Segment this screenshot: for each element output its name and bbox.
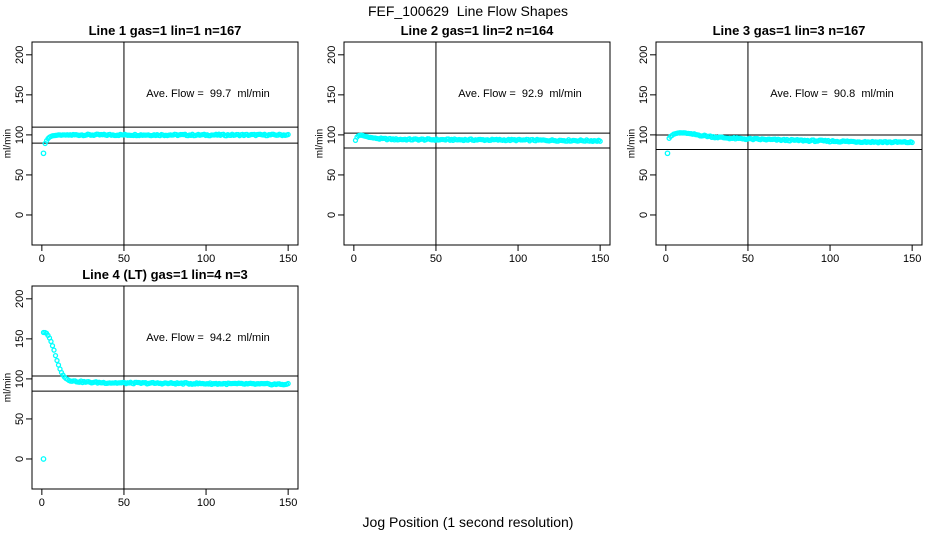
panel-title: Line 4 (LT) gas=1 lin=4 n=3	[82, 267, 248, 282]
y-tick-label: 0	[14, 456, 26, 462]
y-axis: 0 50 100 150 200	[14, 290, 32, 462]
data-points	[664, 130, 915, 157]
panel-title: Line 1 gas=1 lin=1 n=167	[89, 23, 242, 38]
y-tick-label: 150	[326, 86, 338, 104]
y-tick-label: 150	[14, 330, 26, 348]
y-tick-label: 100	[638, 126, 650, 144]
x-tick-label: 50	[430, 253, 442, 265]
y-tick-label: 100	[14, 370, 26, 388]
x-tick-label: 0	[351, 253, 357, 265]
data-point	[54, 357, 60, 364]
y-axis-title: ml/min	[3, 129, 14, 158]
outlier-point	[664, 150, 671, 157]
panel-line-3: 0 50 100 150 0 50 100 150 200 ml/min Line 3 gas=1 …	[624, 20, 936, 265]
y-tick-label: 50	[638, 169, 650, 181]
x-axis-label: Jog Position (1 second resolution)	[362, 514, 574, 530]
outlier-point	[40, 456, 47, 462]
data-points	[40, 131, 291, 157]
x-tick-label: 150	[279, 497, 297, 509]
data-point	[909, 139, 915, 146]
y-tick-label: 50	[326, 169, 338, 181]
x-axis: 0 50 100 150	[39, 245, 297, 265]
y-tick-label: 200	[638, 46, 650, 64]
data-points	[352, 132, 603, 144]
x-tick-label: 100	[509, 253, 527, 265]
y-tick-label: 100	[326, 126, 338, 144]
y-axis-title: ml/min	[627, 129, 638, 158]
x-tick-label: 150	[903, 253, 921, 265]
plot-box	[31, 285, 299, 490]
x-tick-label: 100	[197, 497, 215, 509]
y-tick-label: 0	[14, 212, 26, 218]
x-axis: 0 50 100 150	[351, 245, 609, 265]
panel-title: Line 2 gas=1 lin=2 n=164	[401, 23, 555, 38]
panel-line-4: 0 50 100 150 0 50 100 150 200 ml/min Line 4 (LT) g…	[0, 264, 312, 509]
y-tick-label: 0	[326, 212, 338, 218]
x-tick-label: 100	[821, 253, 839, 265]
y-tick-label: 50	[14, 169, 26, 181]
ave-flow-annotation: Ave. Flow = 94.2 ml/min	[146, 332, 270, 344]
x-tick-label: 100	[197, 253, 215, 265]
data-point	[48, 338, 54, 345]
y-axis-title: ml/min	[315, 129, 326, 158]
plot-svg: 0 50 100 150 0 50 100 150 200 ml/min Line 4 (LT) g…	[3, 267, 299, 509]
ave-flow-annotation: Ave. Flow = 99.7 ml/min	[146, 88, 270, 100]
outlier-point	[40, 150, 47, 157]
plot-svg: 0 50 100 150 0 50 100 150 200 ml/min Line 1 gas=1 …	[3, 23, 299, 265]
y-tick-label: 150	[14, 86, 26, 104]
y-tick-label: 200	[14, 290, 26, 308]
x-tick-label: 0	[39, 253, 45, 265]
y-tick-label: 50	[14, 413, 26, 425]
y-tick-label: 100	[14, 126, 26, 144]
y-axis: 0 50 100 150 200	[14, 46, 32, 218]
panel-line-2: 0 50 100 150 0 50 100 150 200 ml/min Line 2 gas=1 …	[312, 20, 624, 265]
x-tick-label: 0	[39, 497, 45, 509]
figure-title: FEF_100629 Line Flow Shapes	[367, 3, 568, 19]
data-point	[597, 138, 603, 144]
y-tick-label: 0	[638, 212, 650, 218]
plot-svg: 0 50 100 150 0 50 100 150 200 ml/min Line 3 gas=1 …	[627, 23, 923, 265]
data-point	[52, 352, 59, 359]
data-point	[285, 380, 291, 387]
x-tick-label: 50	[742, 253, 754, 265]
data-points	[40, 329, 291, 462]
y-axis-title: ml/min	[3, 373, 14, 402]
x-axis: 0 50 100 150	[39, 489, 297, 509]
x-tick-label: 150	[591, 253, 609, 265]
x-tick-label: 50	[118, 253, 130, 265]
y-axis: 0 50 100 150 200	[326, 46, 344, 218]
data-point	[285, 131, 291, 138]
y-axis: 0 50 100 150 200	[638, 46, 656, 218]
ave-flow-annotation: Ave. Flow = 92.9 ml/min	[458, 88, 582, 100]
panel-line-1: 0 50 100 150 0 50 100 150 200 ml/min Line 1 gas=1 …	[0, 20, 312, 265]
x-axis: 0 50 100 150	[663, 245, 921, 265]
y-tick-label: 150	[638, 86, 650, 104]
data-point	[51, 347, 57, 353]
x-tick-label: 0	[663, 253, 669, 265]
y-tick-label: 200	[14, 46, 26, 64]
panel-title: Line 3 gas=1 lin=3 n=167	[713, 23, 866, 38]
data-point	[49, 343, 56, 349]
x-tick-label: 50	[118, 497, 130, 509]
ave-flow-annotation: Ave. Flow = 90.8 ml/min	[770, 88, 894, 100]
plot-svg: 0 50 100 150 0 50 100 150 200 ml/min Line 2 gas=1 …	[315, 23, 611, 265]
y-tick-label: 200	[326, 46, 338, 64]
x-tick-label: 150	[279, 253, 297, 265]
